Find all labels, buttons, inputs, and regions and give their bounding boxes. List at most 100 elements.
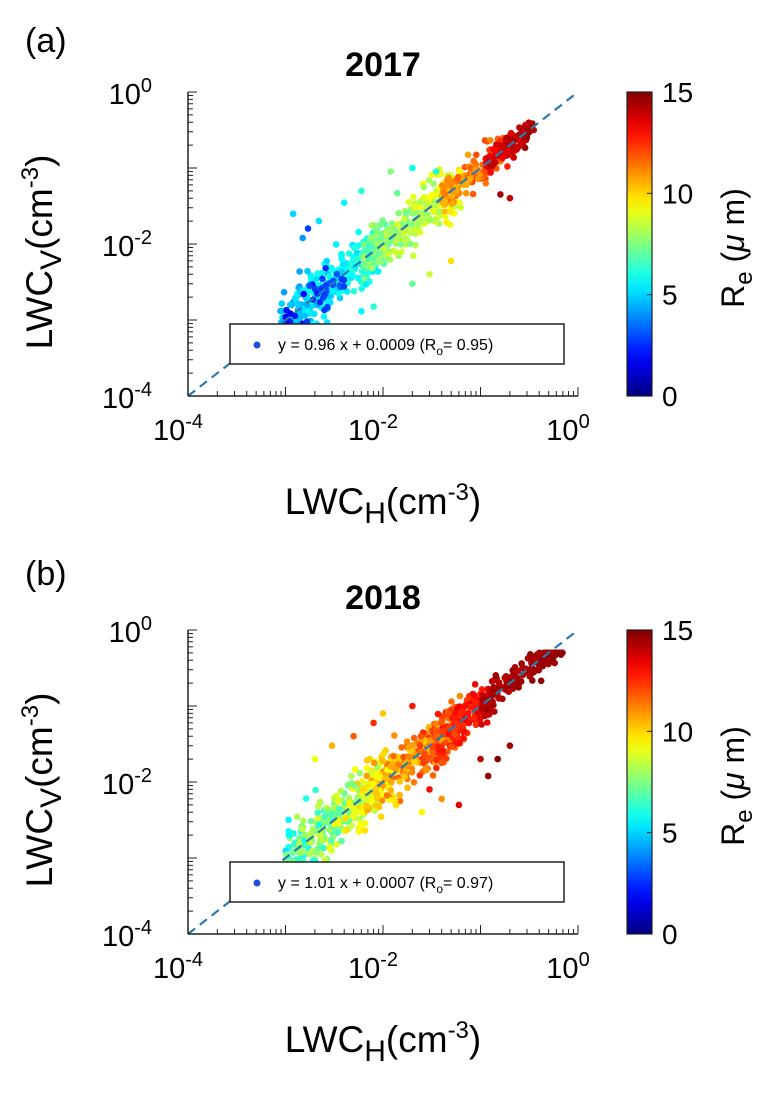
data-point [457, 723, 464, 731]
data-point [347, 772, 355, 780]
scatter-points [282, 649, 566, 866]
data-point [487, 169, 494, 176]
colorbar-tick-label: 15 [662, 615, 693, 646]
data-point [363, 772, 371, 780]
data-point [473, 151, 480, 159]
data-point [491, 686, 498, 694]
data-point [325, 844, 333, 851]
y-tick-label: 10-4 [102, 917, 152, 953]
data-point [380, 758, 387, 765]
data-point [504, 135, 512, 142]
data-point [388, 220, 396, 227]
data-point [320, 313, 328, 320]
data-point [377, 813, 385, 820]
data-point [409, 702, 416, 710]
data-point [370, 780, 377, 787]
data-point [458, 708, 466, 715]
axis-ticks [187, 91, 579, 397]
data-point [487, 137, 494, 144]
data-point [432, 727, 440, 735]
data-point [488, 677, 496, 685]
data-point [446, 221, 454, 228]
y-axis-title: LWCV(cm-3) [17, 693, 68, 888]
data-point [405, 753, 412, 760]
data-point [306, 850, 313, 858]
data-point [334, 798, 342, 805]
data-point [302, 795, 310, 802]
data-point [296, 268, 303, 275]
colorbar-tick-label: 0 [662, 919, 678, 950]
x-axis-title: LWCH(cm-3) [285, 1017, 481, 1068]
axis-ticks [187, 629, 579, 935]
data-point [429, 772, 437, 779]
colorbar: 0 5 10 15 Re (μ m) [626, 615, 758, 950]
data-point [393, 189, 401, 197]
data-point [418, 808, 426, 816]
data-point [456, 692, 464, 700]
data-point [348, 822, 356, 829]
data-point [467, 164, 474, 172]
data-point [299, 234, 307, 242]
data-point [457, 204, 465, 211]
data-point [404, 784, 411, 791]
data-point [405, 225, 413, 233]
y-tick-label: 10-4 [102, 379, 152, 415]
data-point [421, 750, 429, 757]
data-point [360, 241, 368, 248]
data-point [471, 681, 479, 688]
data-point [410, 252, 417, 260]
data-point [478, 721, 485, 728]
data-point [410, 193, 417, 201]
data-point [319, 275, 326, 283]
data-point [443, 755, 450, 762]
data-point [461, 728, 468, 735]
data-point [315, 814, 322, 821]
legend-marker [253, 879, 261, 887]
chart-title: 2018 [345, 579, 421, 617]
data-point [309, 825, 317, 833]
data-point [481, 137, 489, 144]
data-point [495, 693, 502, 701]
data-point [347, 803, 355, 810]
data-point [360, 253, 368, 261]
data-point [463, 181, 470, 189]
data-point [338, 275, 345, 283]
data-point [517, 140, 525, 148]
colorbar-title: Re (μ m) [715, 726, 758, 846]
data-point [370, 303, 377, 310]
data-point [485, 711, 493, 718]
data-point [482, 180, 490, 187]
data-point [476, 716, 484, 723]
data-point [465, 176, 473, 183]
colorbar-gradient [626, 91, 653, 397]
data-point [408, 768, 416, 776]
data-point [394, 756, 402, 763]
data-point [537, 677, 545, 685]
data-point [380, 750, 387, 757]
data-point [551, 659, 558, 667]
data-point [334, 829, 342, 836]
y-tick-label: 100 [109, 75, 152, 111]
x-tick-label: 10-4 [153, 949, 203, 985]
data-point [422, 200, 430, 208]
data-point [387, 763, 395, 770]
data-point [366, 238, 374, 246]
data-point [368, 798, 375, 805]
data-point [361, 275, 368, 282]
data-point [411, 204, 418, 211]
data-point [469, 190, 477, 198]
data-point [431, 202, 439, 210]
data-point [355, 828, 363, 835]
data-point [401, 773, 409, 780]
data-point [320, 844, 327, 852]
data-point [472, 721, 480, 729]
colorbar-tick-label: 5 [662, 280, 678, 311]
data-point [307, 817, 315, 825]
data-point [462, 189, 470, 197]
data-point [409, 741, 417, 749]
data-point [417, 218, 425, 226]
data-point [344, 781, 352, 789]
data-point [383, 231, 390, 239]
data-point [420, 193, 428, 201]
